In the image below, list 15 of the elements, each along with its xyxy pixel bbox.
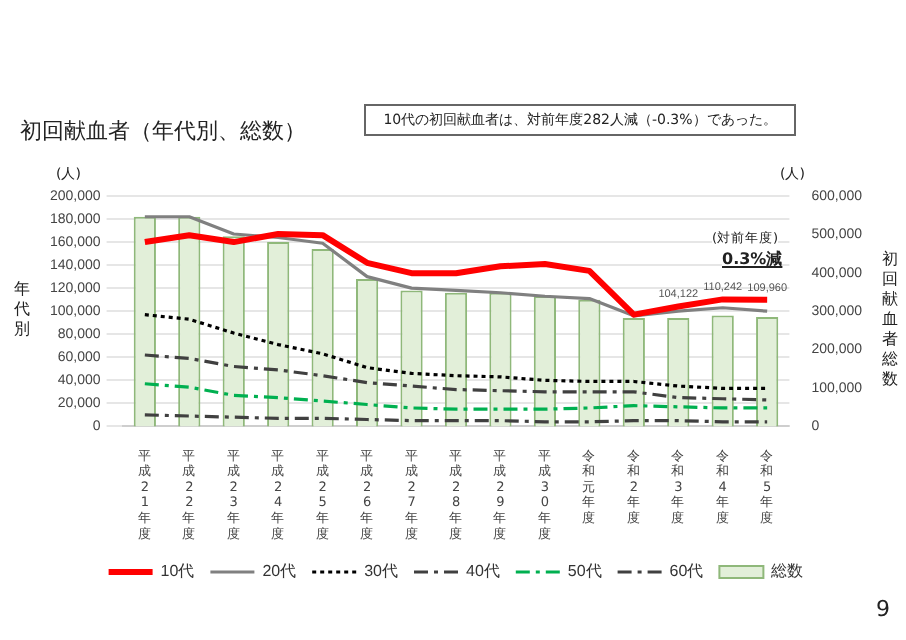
annotation: 0.3%減 [722,250,783,270]
legend-label: 10代 [160,562,195,581]
legend-label: 40代 [466,562,500,581]
legend-label: 30代 [364,562,399,581]
line-series [143,382,769,411]
y2-axis-title: 初回献血者総数 [880,250,900,390]
text: 9 [876,596,890,622]
legend-label: 総数 [769,562,804,581]
legend-label: 60代 [669,562,704,581]
chart-title: 初回献血者（年代別、総数） [20,116,306,146]
y-axis-title: 年代別 [12,280,32,340]
line-series [143,353,769,402]
legend-label: 20代 [262,562,297,581]
line-series [143,313,769,390]
legend-label: 50代 [567,562,602,581]
